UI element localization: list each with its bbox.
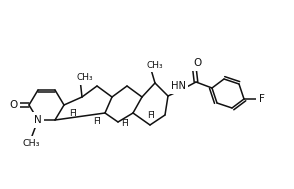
Text: H̅: H̅ <box>121 119 127 128</box>
Text: F: F <box>259 94 265 104</box>
Text: H̅: H̅ <box>69 108 75 118</box>
Text: O: O <box>193 58 201 68</box>
Text: CH₃: CH₃ <box>22 139 40 147</box>
Text: H̅: H̅ <box>148 111 154 119</box>
Text: O: O <box>9 100 17 110</box>
Text: CH₃: CH₃ <box>147 60 163 70</box>
Text: H̅: H̅ <box>93 118 99 126</box>
Text: N: N <box>34 115 42 125</box>
Text: HN: HN <box>171 81 186 91</box>
Text: CH₃: CH₃ <box>77 74 93 83</box>
